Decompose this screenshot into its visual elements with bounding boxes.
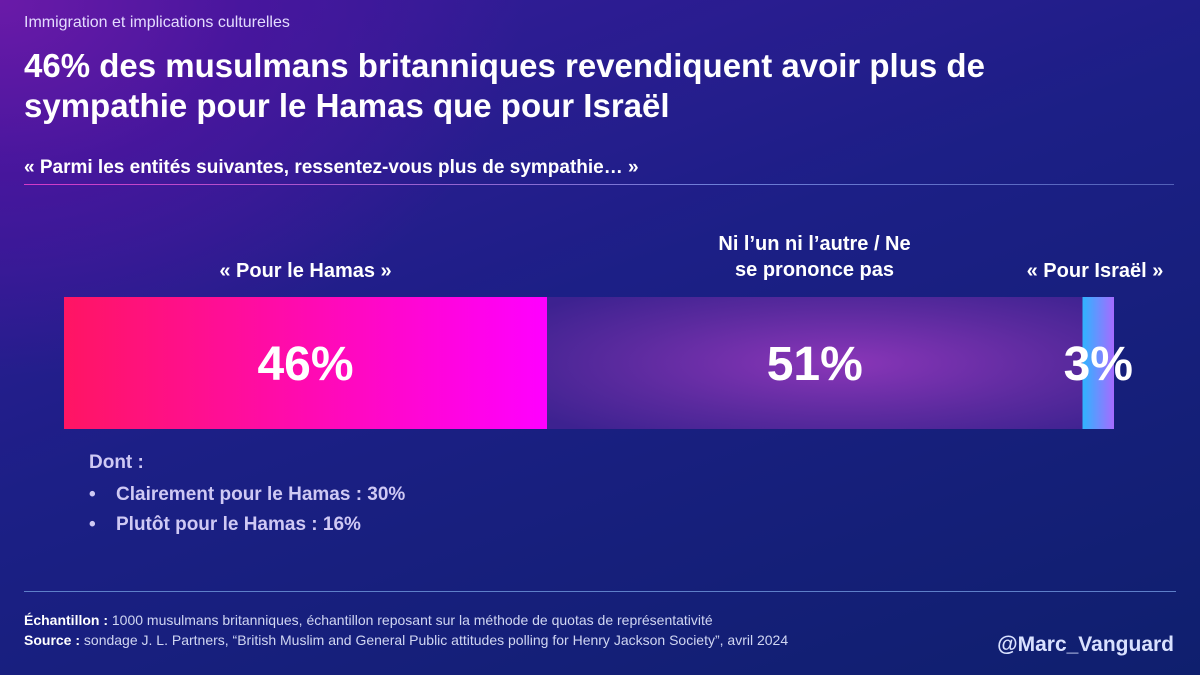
kicker: Immigration et implications culturelles: [24, 14, 290, 31]
bar-hamas: [64, 297, 547, 429]
breakdown-item-text: Clairement pour le Hamas : 30%: [116, 484, 406, 505]
source-label: Source :: [24, 632, 81, 648]
bullet-glyph: •: [89, 484, 96, 505]
sample-text: 1000 musulmans britanniques, échantillon…: [108, 612, 713, 628]
sample-label: Échantillon :: [24, 612, 108, 628]
category-label-hamas: « Pour le Hamas »: [219, 260, 392, 282]
category-label-israel: « Pour Israël »: [1026, 260, 1164, 282]
list-item: • Plutôt pour le Hamas : 16%: [89, 510, 405, 540]
bullet-glyph: •: [89, 514, 96, 535]
survey-question: « Parmi les entités suivantes, ressentez…: [24, 157, 639, 178]
bar-label-neither: 51%: [767, 338, 863, 391]
source-text: sondage J. L. Partners, “British Muslim …: [80, 632, 789, 648]
page-title: 46% des musulmans britanniques revendiqu…: [24, 47, 985, 124]
breakdown-heading: Dont :: [89, 452, 144, 473]
list-item: • Clairement pour le Hamas : 30%: [89, 480, 405, 510]
bar-label-hamas: 46%: [257, 338, 353, 391]
category-label-neither-line1: Ni l’un ni l’autre / Ne: [718, 233, 911, 255]
breakdown-list: • Clairement pour le Hamas : 30% • Plutô…: [89, 480, 405, 540]
divider-bottom: [24, 591, 1176, 592]
source-note: Source : sondage J. L. Partners, “Britis…: [24, 632, 788, 648]
divider-top: [24, 184, 1174, 185]
bar-label-israel: 3%: [1064, 338, 1133, 391]
breakdown-item-text: Plutôt pour le Hamas : 16%: [116, 514, 361, 535]
author-handle: @Marc_Vanguard: [997, 633, 1174, 656]
bar-neither: [547, 297, 1083, 429]
sample-note: Échantillon : 1000 musulmans britannique…: [24, 612, 713, 628]
category-label-neither-line2: se prononce pas: [735, 259, 894, 281]
category-label-neither: Ni l’un ni l’autre / Ne se prononce pas: [547, 231, 1082, 283]
bar-israel: [1082, 297, 1114, 429]
